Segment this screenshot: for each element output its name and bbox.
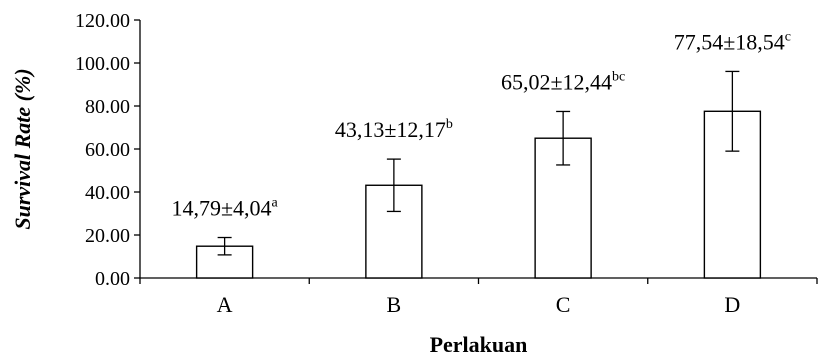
y-tick-label: 0.00 — [95, 268, 130, 290]
x-tick-label: B — [387, 292, 402, 317]
y-axis-title: Survival Rate (%) — [10, 68, 35, 229]
y-tick-label: 100.00 — [75, 53, 130, 75]
bar-b — [365, 184, 423, 279]
data-labels: A 14,79±4,04a B 43,13±12,17b C 65,02±12,44bc D… — [171, 29, 791, 317]
bars — [195, 70, 762, 279]
data-label: 43,13±12,17b — [335, 117, 453, 142]
x-tick-label: A — [217, 292, 233, 317]
y-tick-label: 120.00 — [75, 10, 130, 32]
data-label: 77,54±18,54c — [674, 29, 791, 54]
y-tick-label: 40.00 — [85, 182, 130, 204]
data-label: 14,79±4,04a — [171, 196, 278, 221]
y-tick-label: 60.00 — [85, 139, 130, 161]
y-tick-label: 20.00 — [85, 225, 130, 247]
x-tick-label: C — [556, 292, 571, 317]
y-tick-label: 80.00 — [85, 96, 130, 118]
x-tick-label: D — [724, 292, 740, 317]
data-label: 65,02±12,44bc — [501, 69, 625, 94]
x-axis-title: Perlakuan — [430, 332, 528, 357]
